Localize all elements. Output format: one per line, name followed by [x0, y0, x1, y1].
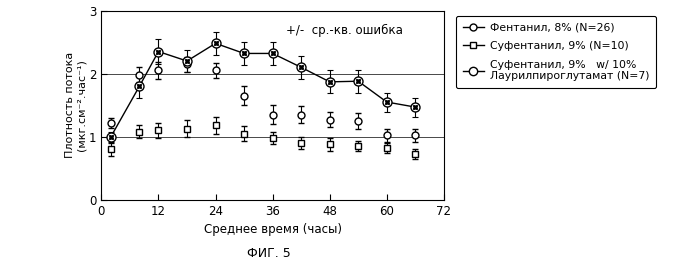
Суфентанил, 9%   w/ 10%
Лаурилпироглутамат (N=7) — [324, 80, 336, 84]
Суфентанил, 9%   w/ 10%
Лаурилпироглутамат (N=7) — [181, 59, 192, 63]
Суфентанил, 9%   w/ 10%
Лаурилпироглутамат (N=7) — [106, 135, 117, 139]
X-axis label: Среднее время (часы): Среднее время (часы) — [203, 223, 342, 236]
Суфентанил, 9%   w/ 10%
Лаурилпироглутамат (N=7) — [134, 84, 145, 88]
Суфентанил, 9%   w/ 10%
Лаурилпироглутамат (N=7) — [210, 41, 221, 45]
Суфентанил, 9%   w/ 10%
Лаурилпироглутамат (N=7) — [352, 79, 363, 83]
Суфентанил, 9%   w/ 10%
Лаурилпироглутамат (N=7) — [267, 51, 278, 55]
Суфентанил, 9%   w/ 10%
Лаурилпироглутамат (N=7) — [296, 65, 307, 69]
Суфентанил, 9%   w/ 10%
Лаурилпироглутамат (N=7) — [153, 49, 164, 54]
Суфентанил, 9%   w/ 10%
Лаурилпироглутамат (N=7) — [410, 105, 421, 109]
Text: +/-  ср.-кв. ошибка: +/- ср.-кв. ошибка — [287, 24, 403, 37]
Y-axis label: Плотность потока
(мкг.см⁻².час⁻¹): Плотность потока (мкг.см⁻².час⁻¹) — [64, 52, 86, 158]
Text: ФИГ. 5: ФИГ. 5 — [247, 247, 291, 260]
Суфентанил, 9%   w/ 10%
Лаурилпироглутамат (N=7) — [238, 51, 250, 55]
Legend: Фентанил, 8% (N=26), Суфентанил, 9% (N=10), Суфентанил, 9%   w/ 10%
Лаурилпирогл: Фентанил, 8% (N=26), Суфентанил, 9% (N=1… — [456, 16, 656, 88]
Суфентанил, 9%   w/ 10%
Лаурилпироглутамат (N=7) — [381, 100, 392, 104]
